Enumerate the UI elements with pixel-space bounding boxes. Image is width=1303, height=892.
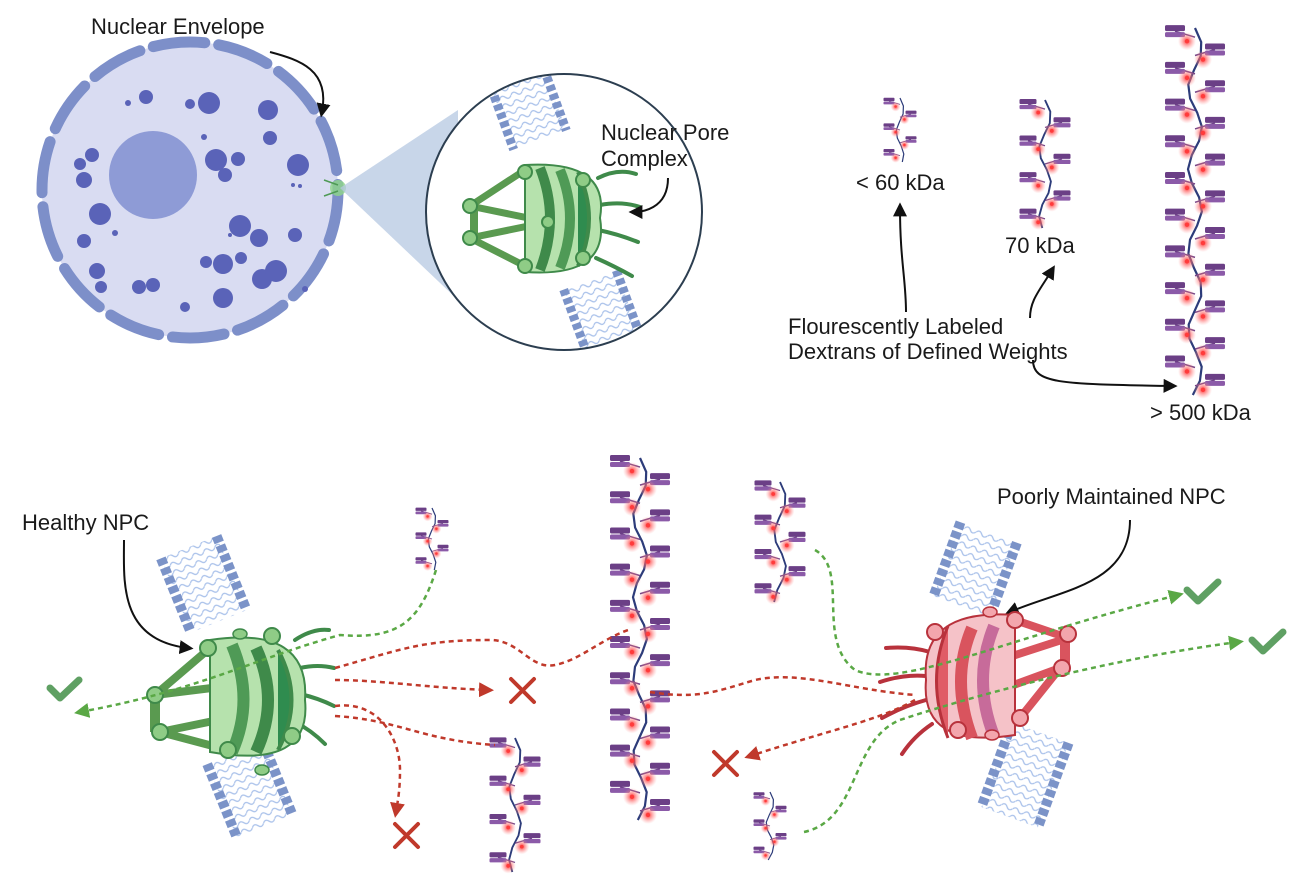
path-block-1 bbox=[334, 628, 629, 670]
vesicles bbox=[74, 90, 309, 312]
membrane-left bbox=[156, 534, 298, 841]
arrow-poor-npc bbox=[1004, 519, 1131, 616]
outcome-marks bbox=[46, 578, 1287, 849]
dextran-molecule bbox=[753, 791, 787, 861]
arrow-healthy-npc bbox=[122, 539, 194, 654]
cross-icon bbox=[509, 677, 536, 704]
dextran-molecule bbox=[754, 480, 806, 605]
path-block-4 bbox=[334, 714, 496, 747]
label-poor-npc: Poorly Maintained NPC bbox=[997, 484, 1226, 509]
dextran-molecule bbox=[610, 455, 670, 824]
dextran-molecule bbox=[1165, 25, 1225, 399]
label-dextran-caption-2: Dextrans of Defined Weights bbox=[788, 339, 1068, 364]
label-npc-line2: Complex bbox=[601, 146, 688, 171]
transport-paths bbox=[74, 548, 1244, 834]
path-pass-poor-2 bbox=[803, 635, 1244, 834]
check-icon bbox=[46, 676, 83, 702]
dextran-molecule bbox=[489, 737, 541, 874]
label-dextran-mid: 70 kDa bbox=[1005, 233, 1075, 258]
check-icon bbox=[1183, 578, 1222, 605]
path-block-6 bbox=[744, 698, 916, 761]
cross-icon bbox=[712, 750, 739, 777]
check-icon bbox=[1248, 628, 1287, 655]
npc-zoom-inset bbox=[425, 73, 703, 351]
label-dextran-large: > 500 kDa bbox=[1150, 400, 1252, 425]
arrow-to-mid bbox=[1029, 265, 1055, 319]
path-pass-healthy bbox=[74, 569, 438, 718]
path-block-2 bbox=[334, 678, 494, 698]
nucleus bbox=[36, 36, 346, 344]
arrow-npc bbox=[628, 177, 669, 219]
label-dextran-small: < 60 kDa bbox=[856, 170, 945, 195]
zoom-cone bbox=[340, 110, 458, 300]
label-nuclear-envelope: Nuclear Envelope bbox=[91, 14, 265, 39]
arrow-to-large bbox=[1032, 359, 1178, 393]
path-block-5 bbox=[649, 676, 916, 697]
npc-zoom bbox=[462, 163, 642, 278]
path-block-3 bbox=[334, 704, 405, 818]
label-dextran-caption-1: Flourescently Labeled bbox=[788, 314, 1003, 339]
label-npc-line1: Nuclear Pore bbox=[601, 120, 729, 145]
dextran-molecule bbox=[415, 507, 449, 571]
npc-poor bbox=[878, 606, 1077, 756]
dextran-molecules bbox=[415, 455, 806, 874]
arrow-nuclear-envelope bbox=[269, 51, 331, 118]
path-pass-poor-1 bbox=[814, 548, 1184, 676]
label-healthy-npc: Healthy NPC bbox=[22, 510, 149, 535]
dextran-molecule bbox=[1019, 98, 1071, 230]
dextran-molecule bbox=[883, 97, 917, 163]
nucleolus bbox=[109, 131, 197, 219]
dextran-legend bbox=[883, 25, 1225, 399]
arrow-to-small bbox=[893, 202, 908, 313]
npc-healthy bbox=[146, 627, 336, 776]
npc-small bbox=[323, 179, 346, 197]
cross-icon bbox=[393, 822, 420, 849]
